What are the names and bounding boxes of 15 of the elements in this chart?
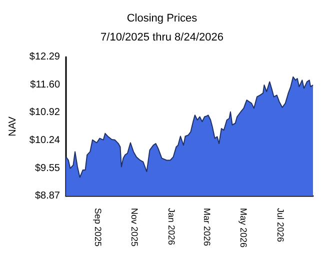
y-tick-label: $11.60 xyxy=(30,80,60,91)
y-tick-label: $10.92 xyxy=(29,107,60,118)
x-tick-label: Mar 2026 xyxy=(202,208,212,246)
y-tick-label: $9.55 xyxy=(34,162,60,174)
x-tick-label: Jan 2026 xyxy=(166,208,176,246)
y-tick-label: $12.29 xyxy=(29,52,60,62)
chart-subtitle: 7/10/2025 thru 8/24/2026 xyxy=(100,32,224,44)
x-tick-label: Sep 2025 xyxy=(92,208,103,247)
y-tick-label: $10.24 xyxy=(29,134,60,146)
y-tick-label: $8.87 xyxy=(34,190,60,202)
x-tick-label: Nov 2025 xyxy=(130,208,140,247)
x-tick-label: Jul 2026 xyxy=(275,208,286,242)
x-tick-label: May 2026 xyxy=(238,208,249,248)
y-axis-title: NAV xyxy=(8,116,18,136)
chart-title: Closing Prices xyxy=(126,12,198,24)
